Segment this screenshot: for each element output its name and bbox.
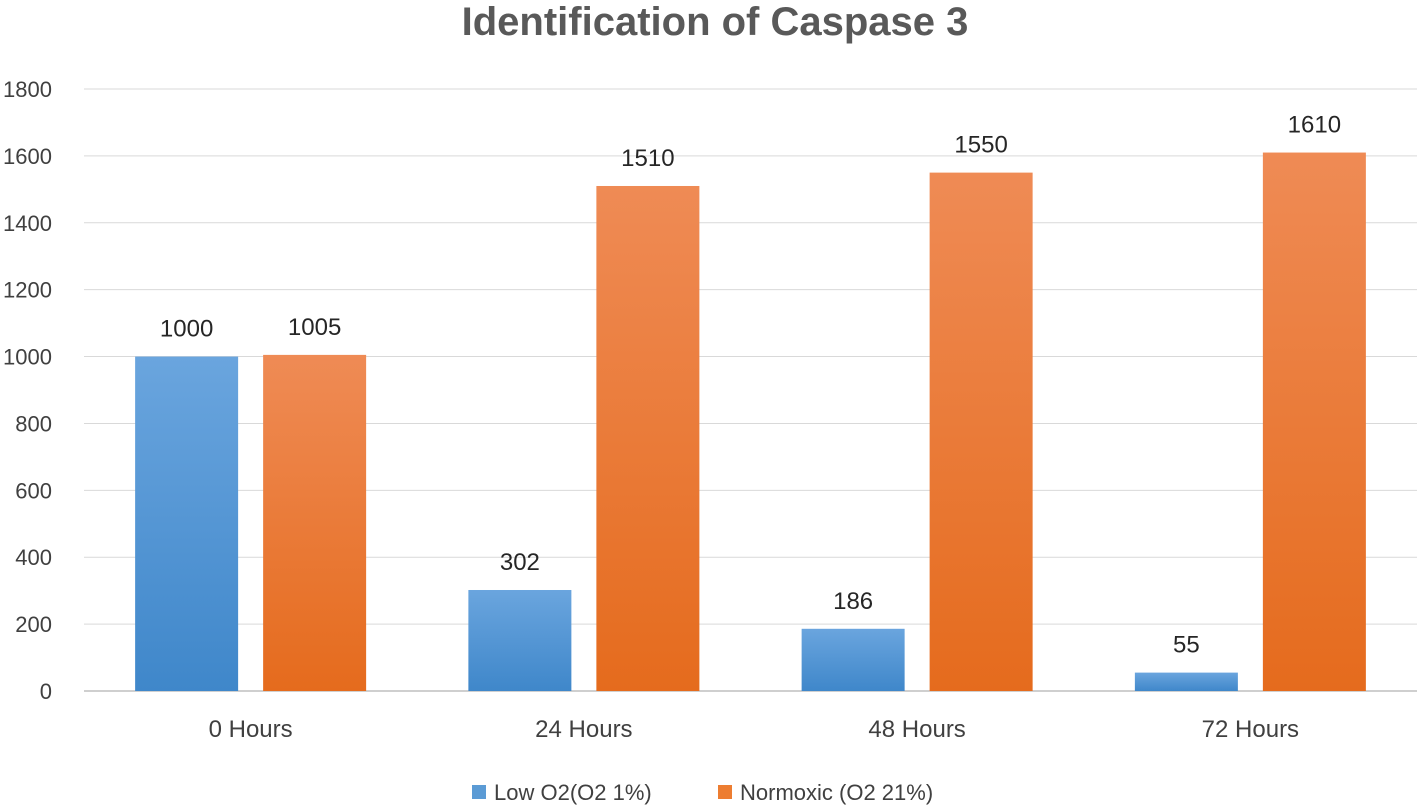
legend-swatch-low-o2-o2-1 [472,785,486,799]
y-tick-label-1200: 1200 [3,278,52,303]
y-tick-label-1600: 1600 [3,144,52,169]
bar-low-o2-o2-1-48-hours [801,628,905,691]
data-label-normoxic-o2-21-0-hours: 1005 [288,314,341,341]
x-category-label-24-hours: 24 Hours [535,716,632,743]
bar-normoxic-o2-21-24-hours [596,185,700,691]
bar-normoxic-o2-21-0-hours [263,354,367,691]
y-tick-label-1400: 1400 [3,211,52,236]
data-label-normoxic-o2-21-48-hours: 1550 [954,132,1007,159]
y-tick-label-600: 600 [15,478,52,503]
bar-normoxic-o2-21-48-hours [929,172,1033,692]
x-category-label-72-hours: 72 Hours [1202,716,1299,743]
data-label-low-o2-o2-1-0-hours: 1000 [160,316,213,343]
legend-label-low-o2-o2-1: Low O2(O2 1%) [494,780,652,805]
data-label-normoxic-o2-21-24-hours: 1510 [621,145,674,172]
legend: Low O2(O2 1%) Normoxic (O2 21%) [472,780,933,805]
y-tick-label-1800: 1800 [3,77,52,102]
x-category-label-0-hours: 0 Hours [209,716,293,743]
legend-swatch-normoxic-o2-21 [718,785,732,799]
y-axis-ticks: 0 200 400 600 800 1000 1200 1400 1600 1800 [3,77,52,704]
bars [135,152,1366,692]
bar-low-o2-o2-1-24-hours [468,589,572,691]
data-label-low-o2-o2-1-72-hours: 55 [1173,632,1200,659]
x-axis-categories: 0 Hours 24 Hours 48 Hours 72 Hours [209,716,1299,743]
y-tick-label-0: 0 [40,679,52,704]
bar-normoxic-o2-21-72-hours [1262,152,1366,692]
data-label-low-o2-o2-1-24-hours: 302 [500,549,540,576]
y-tick-label-1000: 1000 [3,345,52,370]
bar-low-o2-o2-1-72-hours [1134,672,1238,691]
y-tick-label-200: 200 [15,612,52,637]
chart-title: Identification of Caspase 3 [462,0,969,44]
y-tick-label-400: 400 [15,545,52,570]
y-tick-label-800: 800 [15,411,52,436]
data-label-low-o2-o2-1-48-hours: 186 [833,588,873,615]
data-labels: 1000 1005 302 1510 186 1550 55 1610 [160,112,1341,659]
bar-low-o2-o2-1-0-hours [135,356,239,691]
data-label-normoxic-o2-21-72-hours: 1610 [1288,112,1341,139]
legend-label-normoxic-o2-21: Normoxic (O2 21%) [740,780,933,805]
x-category-label-48-hours: 48 Hours [868,716,965,743]
